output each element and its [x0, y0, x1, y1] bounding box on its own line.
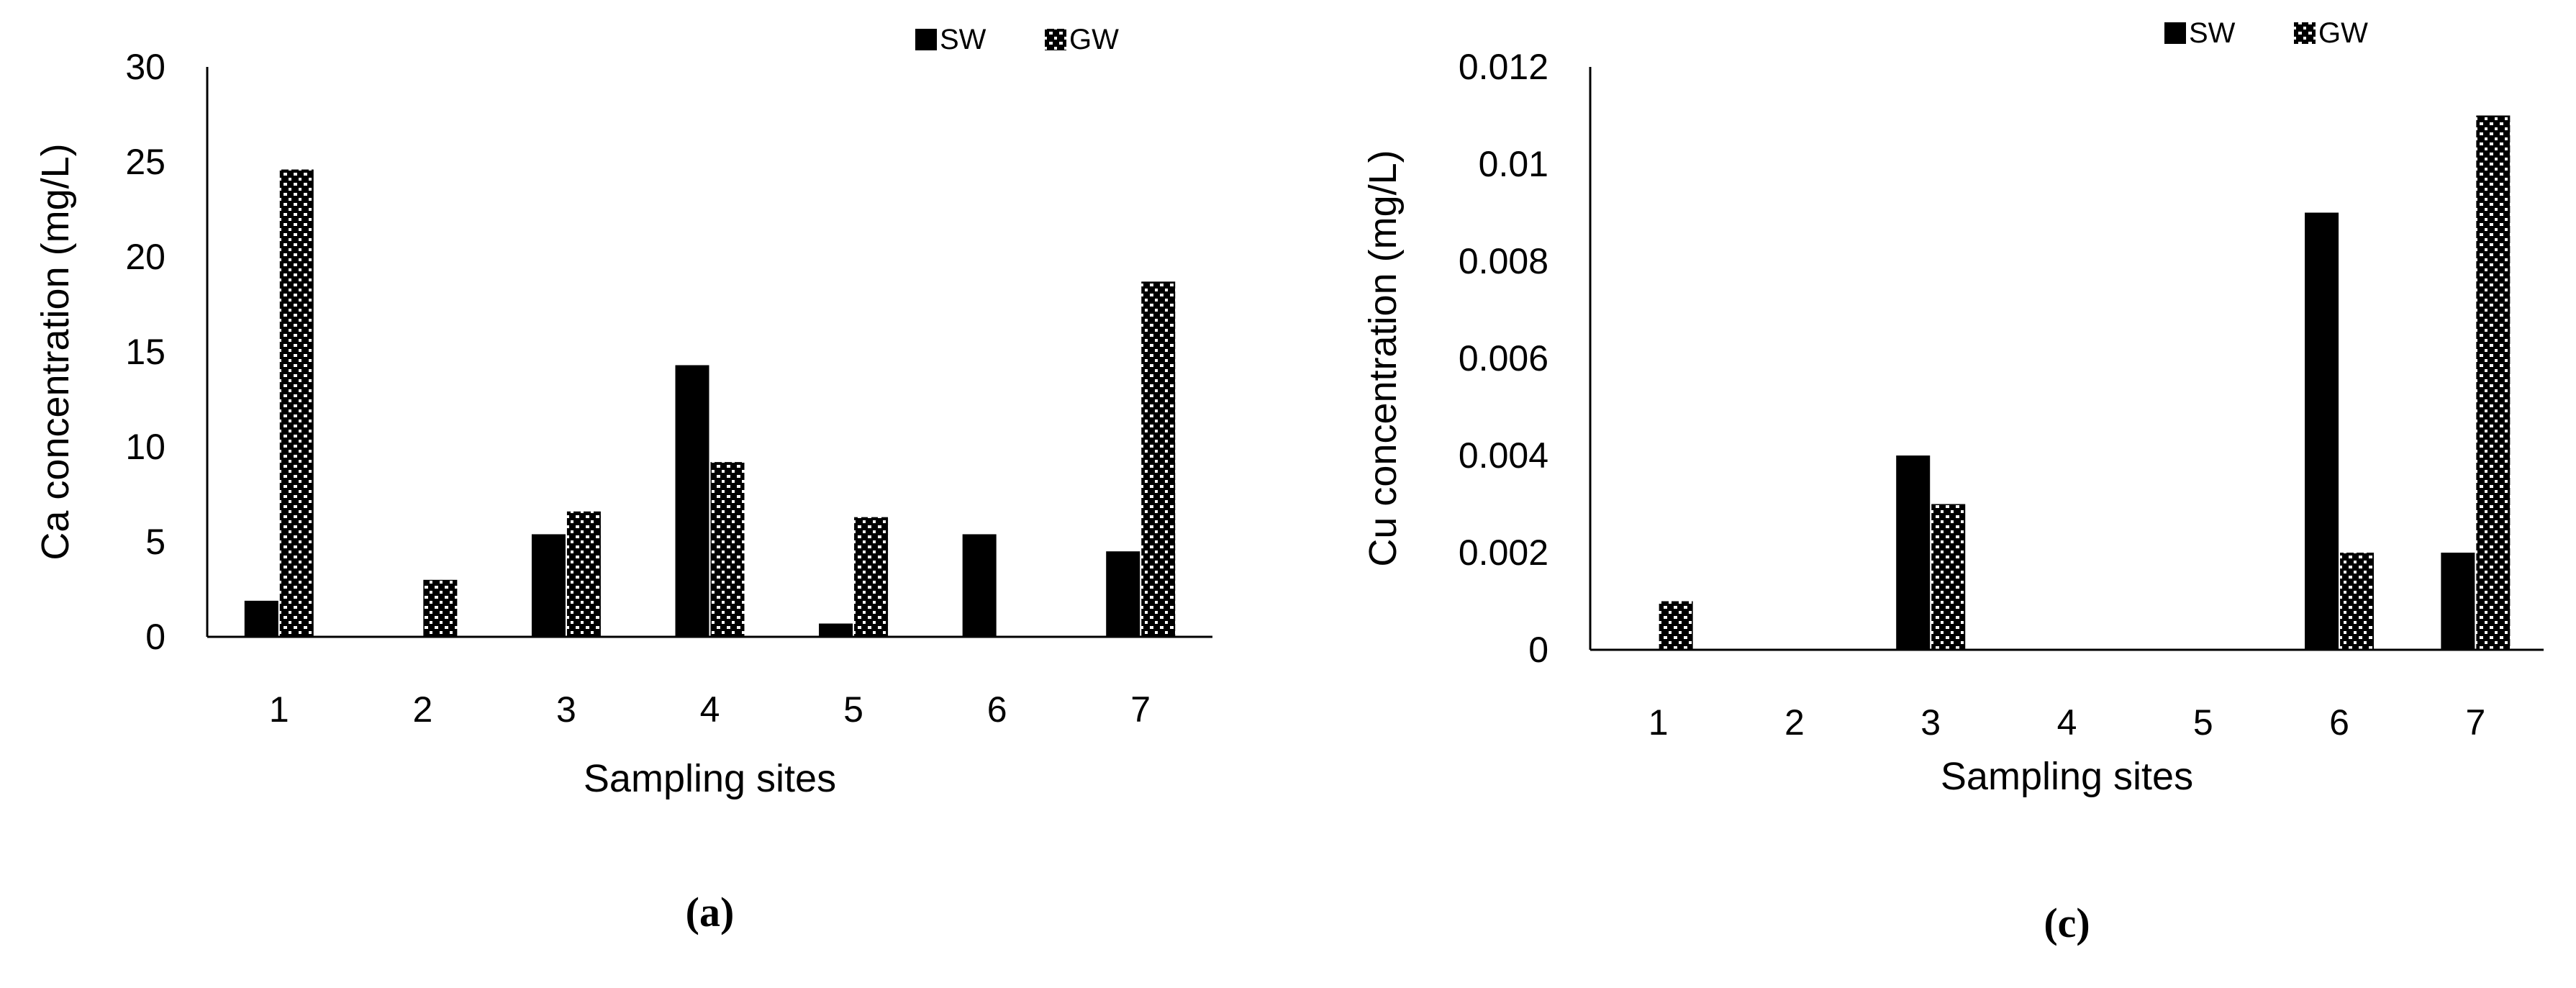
chart-panel-c: 0 0.002 0.004 0.006 0.008 0.01 0.012 1 2 3 4 5 6 7 C…: [1361, 17, 2544, 946]
y-tick-label: 10: [125, 427, 165, 467]
panel-label: (a): [686, 889, 735, 935]
x-axis-title: Sampling sites: [1941, 755, 2193, 798]
bar-gw-site-2: [423, 579, 458, 637]
bar-gw-site-1: [279, 169, 314, 637]
bar-gw-site-6: [2340, 553, 2375, 650]
y-tick-label: 0.008: [1459, 241, 1548, 281]
y-ticks: 0 5 10 15 20 25 30: [125, 47, 165, 657]
bar-gw-site-4: [710, 462, 745, 637]
bar-sw-site-6: [962, 534, 997, 637]
bars-group: [244, 169, 1176, 637]
bar-gw-site-1: [1659, 601, 1693, 650]
legend-label-gw: GW: [1069, 24, 1119, 55]
legend-label-sw: SW: [2189, 17, 2236, 49]
x-tick-label: 5: [2193, 702, 2213, 743]
x-tick-label: 3: [1920, 702, 1941, 743]
x-tick-label: 5: [843, 689, 863, 730]
y-axis-title: Ca concentration (mg/L): [34, 143, 77, 560]
x-axis-title: Sampling sites: [584, 757, 836, 800]
x-tick-label: 2: [1784, 702, 1805, 743]
x-ticks: 1 2 3 4 5 6 7: [1648, 702, 2486, 743]
y-tick-label: 0.012: [1459, 47, 1548, 87]
bar-gw-site-7: [1141, 281, 1176, 637]
y-axis-title: Cu concentration (mg/L): [1361, 150, 1405, 566]
bar-sw-site-7: [2441, 553, 2475, 650]
y-tick-label: 0: [1528, 630, 1548, 670]
legend-swatch-sw: [915, 29, 937, 50]
x-tick-label: 6: [987, 689, 1007, 730]
y-tick-label: 0.006: [1459, 338, 1548, 379]
chart-panel-a: 0 5 10 15 20 25 30 1 2 3 4 5 6 7 Ca concentration (m…: [34, 24, 1212, 935]
legend: SW GW: [2164, 17, 2368, 49]
x-tick-label: 4: [2057, 702, 2077, 743]
y-tick-label: 15: [125, 332, 165, 372]
x-tick-label: 2: [412, 689, 432, 730]
x-tick-label: 1: [269, 689, 289, 730]
bars-group: [1659, 115, 2511, 650]
y-tick-label: 0.01: [1479, 144, 1548, 184]
panel-label: (c): [2044, 899, 2090, 946]
bar-gw-site-7: [2476, 115, 2511, 650]
bar-sw-site-6: [2305, 212, 2339, 650]
y-tick-label: 5: [145, 522, 165, 562]
bar-gw-site-3: [1931, 504, 1966, 650]
legend-swatch-gw: [2294, 22, 2316, 44]
bar-sw-site-5: [819, 623, 853, 637]
y-tick-label: 30: [125, 47, 165, 87]
x-tick-label: 4: [700, 689, 720, 730]
x-tick-label: 6: [2329, 702, 2349, 743]
x-tick-label: 7: [1130, 689, 1151, 730]
bar-sw-site-4: [675, 365, 709, 637]
bar-sw-site-1: [244, 600, 278, 637]
x-tick-label: 7: [2465, 702, 2485, 743]
bar-sw-site-3: [531, 534, 566, 637]
y-tick-label: 20: [125, 237, 165, 277]
y-ticks: 0 0.002 0.004 0.006 0.008 0.01 0.012: [1459, 47, 1548, 670]
bar-gw-site-3: [566, 511, 601, 637]
x-ticks: 1 2 3 4 5 6 7: [269, 689, 1151, 730]
legend-label-sw: SW: [940, 24, 987, 55]
bar-sw-site-3: [1896, 456, 1931, 650]
x-tick-label: 3: [556, 689, 576, 730]
y-tick-label: 0.004: [1459, 435, 1548, 476]
bar-gw-site-5: [854, 517, 889, 637]
bar-sw-site-7: [1106, 551, 1140, 637]
legend-label-gw: GW: [2318, 17, 2368, 49]
legend-swatch-sw: [2164, 22, 2186, 44]
y-tick-label: 25: [125, 142, 165, 182]
y-tick-label: 0: [145, 617, 165, 657]
x-tick-label: 1: [1648, 702, 1669, 743]
legend-swatch-gw: [1045, 29, 1066, 50]
legend: SW GW: [915, 24, 1119, 55]
y-tick-label: 0.002: [1459, 532, 1548, 573]
